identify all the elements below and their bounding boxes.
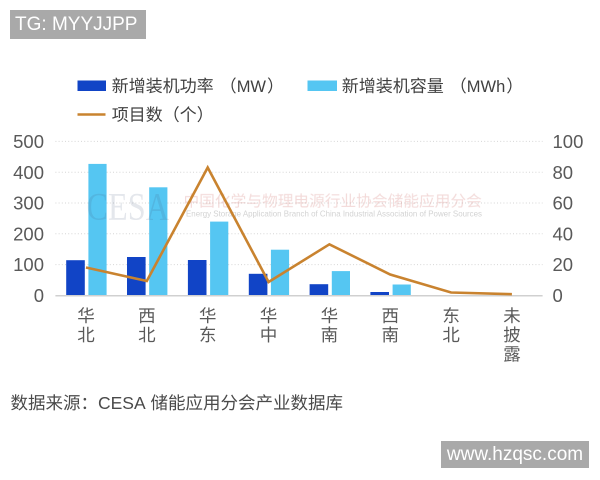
svg-text:100: 100 [13,254,44,275]
svg-text:MW: MW [237,78,267,96]
svg-text:200: 200 [13,223,44,244]
svg-text:500: 500 [13,131,44,152]
svg-text:MWh: MWh [467,78,506,96]
svg-text:CESA: CESA [98,393,146,413]
svg-text:0: 0 [553,285,563,306]
svg-text:80: 80 [553,162,574,183]
svg-text:20: 20 [553,254,574,275]
svg-text:300: 300 [13,193,44,214]
svg-text:40: 40 [553,223,574,244]
svg-text:0: 0 [34,285,44,306]
svg-text:60: 60 [553,193,574,214]
svg-text:Energy Storage Application Bra: Energy Storage Application Branch of Chi… [186,209,482,219]
svg-text:100: 100 [553,131,584,152]
svg-text:400: 400 [13,162,44,183]
svg-text:CESA: CESA [87,185,170,229]
